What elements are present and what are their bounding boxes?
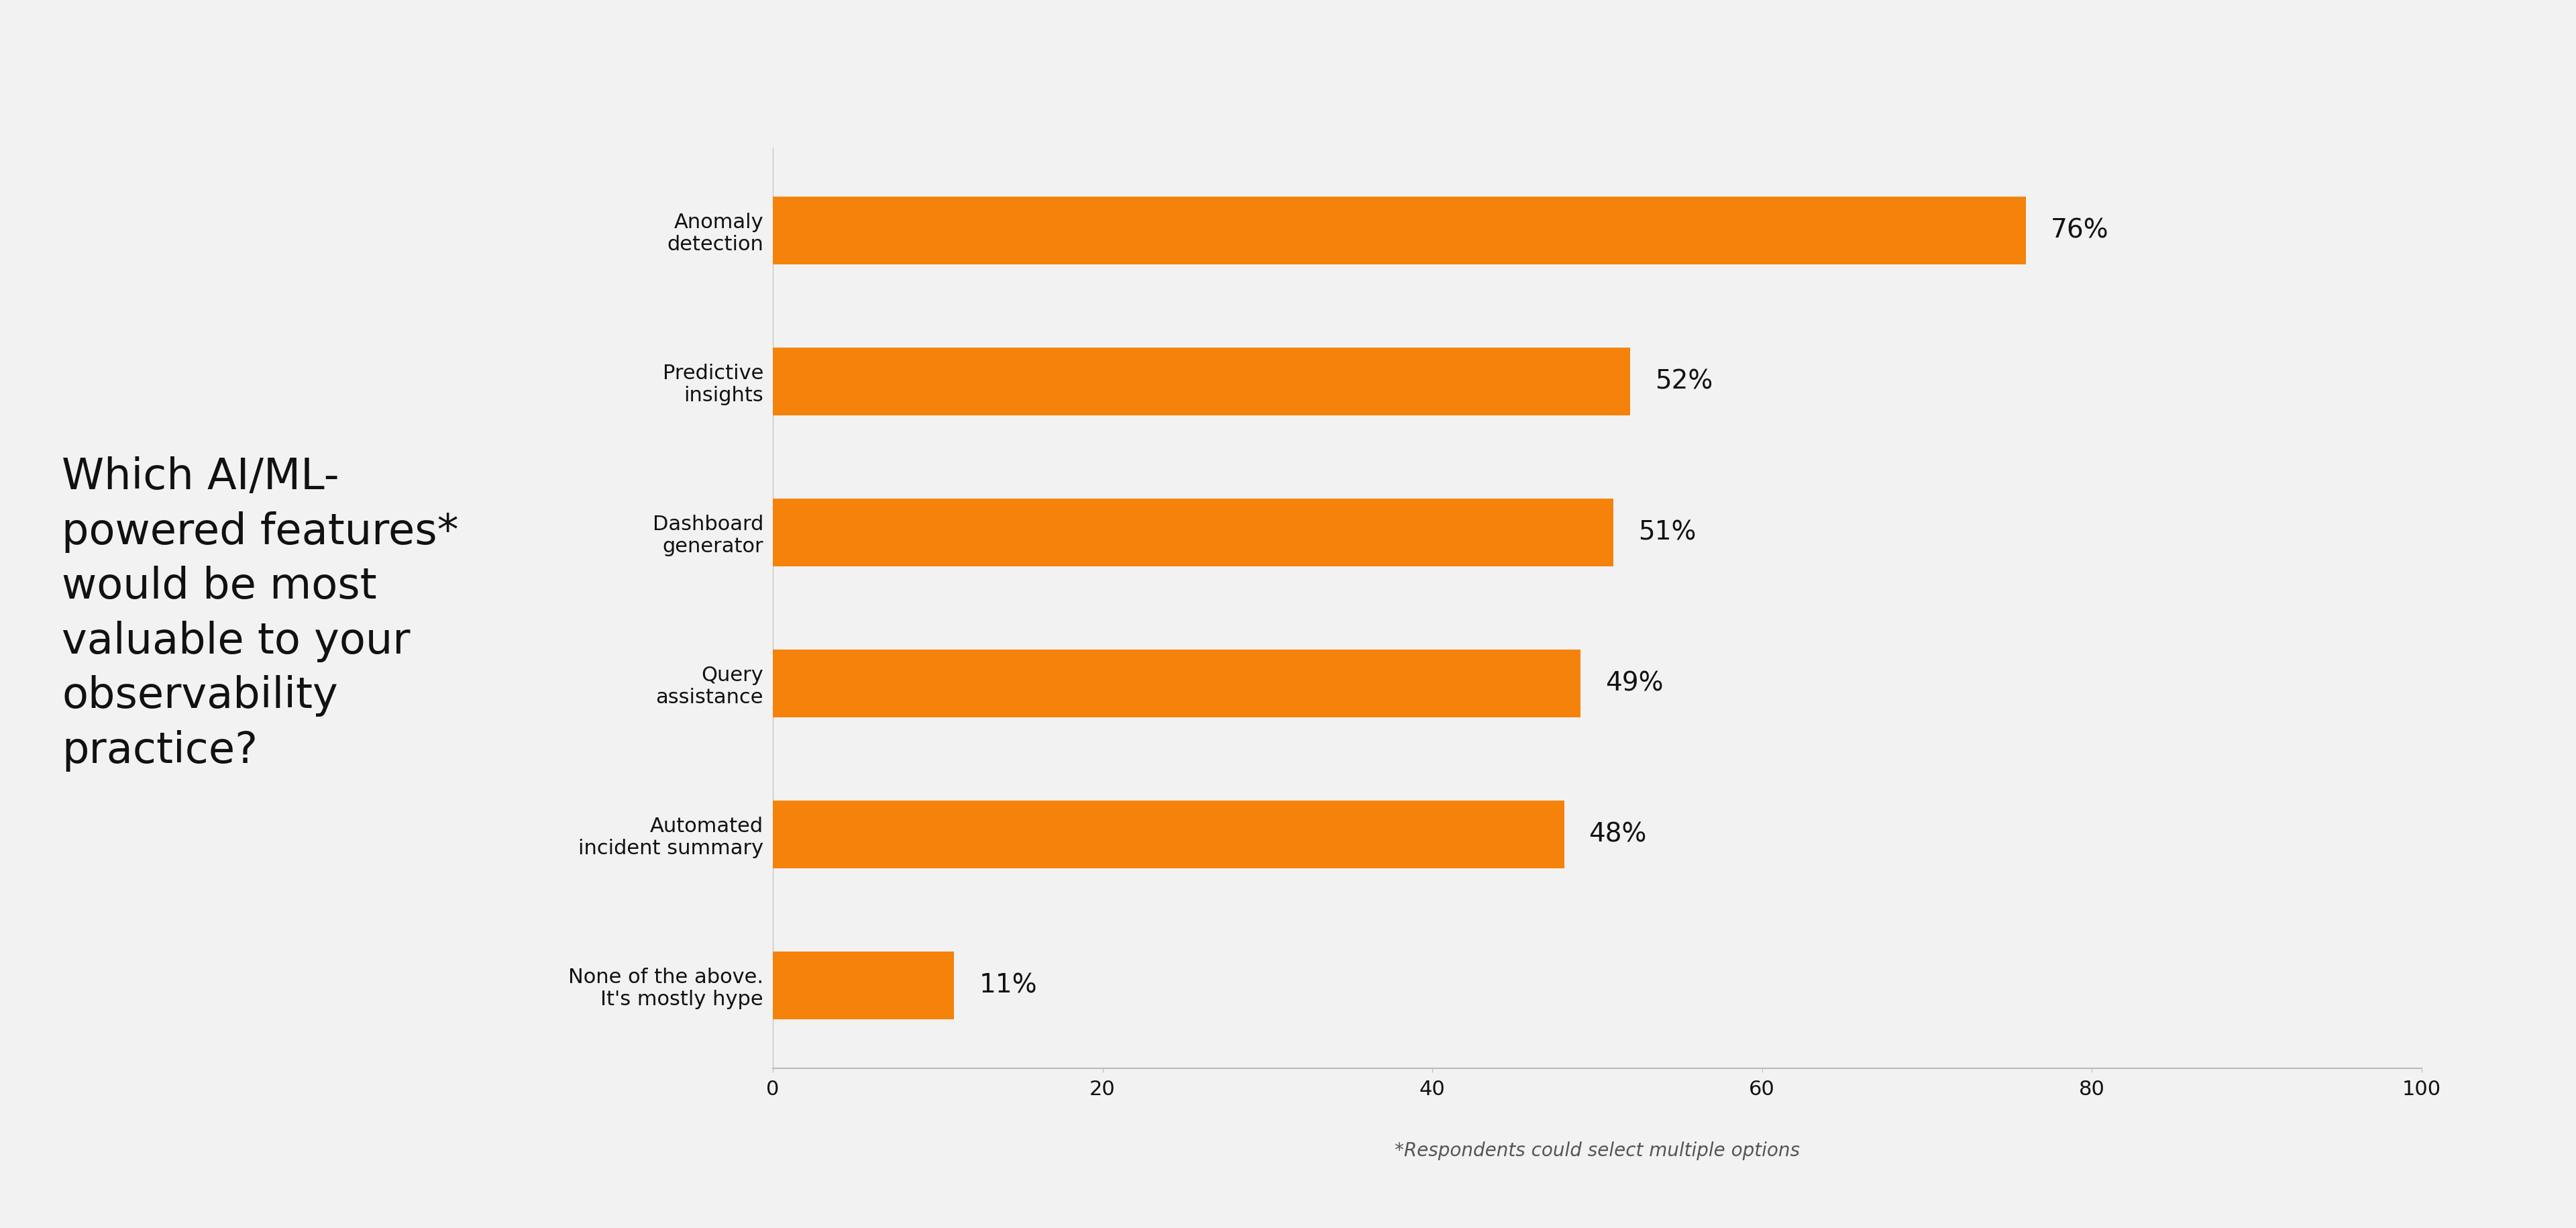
Text: 52%: 52% (1654, 368, 1713, 394)
Text: 49%: 49% (1605, 670, 1664, 696)
Bar (773, 952, 953, 1019)
Bar (773, 801, 1564, 868)
Text: 48%: 48% (1589, 822, 1646, 847)
Text: 11%: 11% (979, 973, 1038, 998)
Text: 51%: 51% (1638, 519, 1695, 545)
Text: 76%: 76% (2050, 217, 2110, 243)
Bar (773, 650, 1582, 717)
Bar (773, 348, 1631, 415)
Text: *Respondents could select multiple options: *Respondents could select multiple optio… (1394, 1142, 1801, 1160)
Bar (773, 499, 1613, 566)
Bar (773, 196, 2025, 264)
Text: Which AI/ML-
powered features*
would be most
valuable to your
observability
prac: Which AI/ML- powered features* would be … (62, 457, 459, 771)
